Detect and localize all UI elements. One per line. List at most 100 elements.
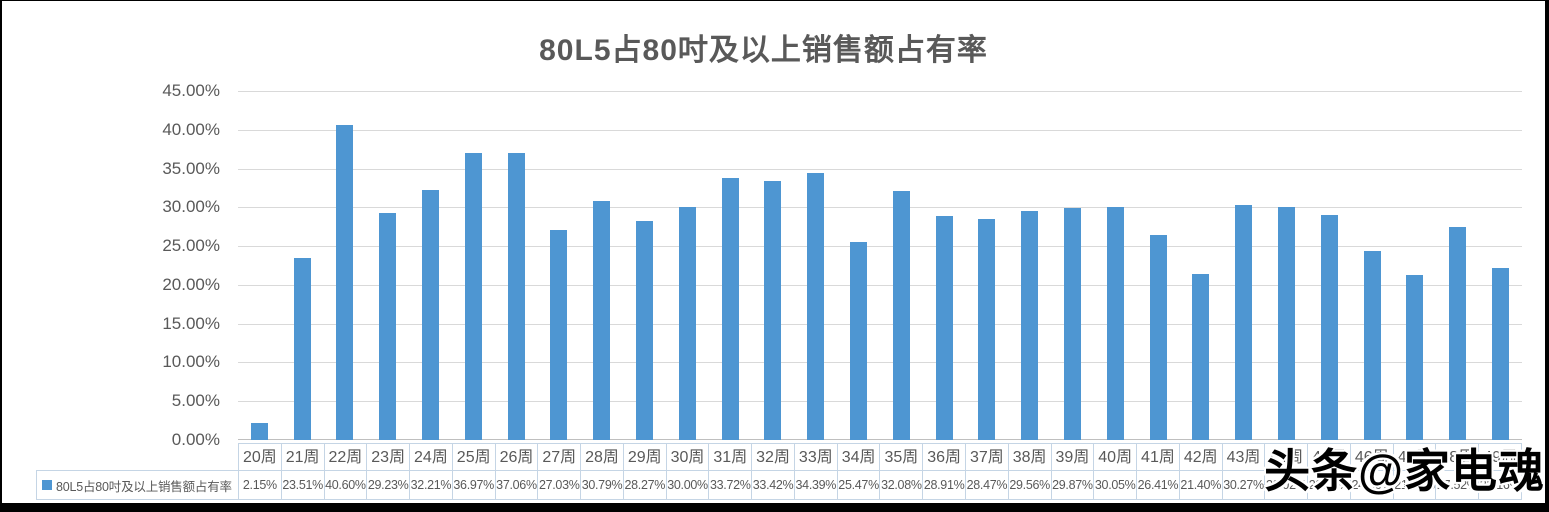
y-axis-tick-label: 10.00% — [162, 352, 220, 372]
value-cell: 37.06% — [494, 470, 538, 500]
bar-slot — [366, 91, 409, 440]
week-cell: 33周 — [793, 443, 837, 470]
week-cell: 31周 — [708, 443, 752, 470]
bar-slot — [1265, 91, 1308, 440]
bar-slot — [495, 91, 538, 440]
week-cell: 48周 — [1435, 443, 1479, 470]
value-cell: 30.02% — [1264, 470, 1308, 500]
bar-slot — [238, 91, 281, 440]
y-axis-tick-label: 0.00% — [171, 430, 220, 449]
y-axis-tick-label: 35.00% — [162, 158, 220, 178]
data-table: 20周 21周 22周 23周 24周 25周 26周 27周 28周 29周 30周 31周 32周 3… — [36, 443, 1522, 500]
bar-slot — [1436, 91, 1479, 440]
value-cell: 21.30% — [1392, 470, 1436, 500]
y-axis-tick-label: 25.00% — [162, 236, 220, 256]
bar — [935, 215, 953, 440]
gridline — [238, 168, 1522, 170]
bar — [1406, 274, 1424, 440]
gridline — [238, 207, 1522, 209]
bar-slot — [1008, 91, 1051, 440]
bar-slot — [1308, 91, 1351, 440]
bar-slot — [880, 91, 923, 440]
bar — [721, 178, 739, 440]
bar-slot — [1479, 91, 1522, 440]
value-cell: 24.36% — [1349, 470, 1393, 500]
value-cell: 32.21% — [409, 470, 452, 500]
gridline — [238, 323, 1522, 325]
y-axis-tick-label: 20.00% — [162, 274, 220, 294]
value-cell: 22.16% — [1478, 470, 1522, 500]
bar-slot — [623, 91, 666, 440]
bar — [1192, 274, 1210, 440]
value-cell: 32.08% — [879, 470, 923, 500]
bar — [1492, 268, 1509, 440]
bar — [250, 423, 268, 440]
legend-label: 80L5占80吋及以上销售额占有率 — [56, 479, 232, 494]
bar — [1064, 208, 1082, 440]
value-cell: 30.00% — [665, 470, 709, 500]
gridline — [238, 362, 1522, 364]
bar-slot — [923, 91, 966, 440]
chart-title: 80L5占80吋及以上销售额占有率 — [539, 34, 988, 67]
value-cell: 29.23% — [366, 470, 410, 500]
bar — [807, 173, 825, 440]
bar — [1235, 205, 1253, 440]
value-row: 80L5占80吋及以上销售额占有率 2.15% 23.51% 40.60% 29.23… — [36, 470, 1522, 500]
value-cell: 30.05% — [1093, 470, 1137, 500]
legend-cell: 80L5占80吋及以上销售额占有率 — [36, 470, 238, 500]
value-cell: 29.87% — [1050, 470, 1094, 500]
bar — [850, 242, 868, 440]
gridline — [238, 91, 1522, 92]
week-cell: 42周 — [1178, 443, 1222, 470]
week-cell: 25周 — [451, 443, 495, 470]
y-axis-labels: 45.00% 40.00% 35.00% 30.00% 25.00% 20.00% 15.0… — [2, 81, 228, 449]
bar-slot — [794, 91, 837, 440]
y-axis-tick-label: 45.00% — [162, 81, 220, 100]
value-cell: 30.79% — [580, 470, 623, 500]
bar — [293, 257, 311, 440]
week-cell: 29周 — [622, 443, 666, 470]
week-cell: 35周 — [879, 443, 923, 470]
value-cell: 26.41% — [1136, 470, 1179, 500]
bars — [238, 91, 1522, 440]
bar-slot — [709, 91, 752, 440]
bar-slot — [1394, 91, 1437, 440]
bar — [1449, 226, 1467, 440]
week-cell: 44周 — [1264, 443, 1308, 470]
legend-color-swatch-icon — [42, 480, 52, 490]
bar-slot — [1222, 91, 1265, 440]
value-cell: 27.52% — [1435, 470, 1479, 500]
week-cell: 24周 — [409, 443, 452, 470]
week-cell: 27周 — [537, 443, 581, 470]
gridline — [238, 401, 1522, 403]
bar-slot — [1180, 91, 1223, 440]
week-cell: 43周 — [1221, 443, 1265, 470]
bar — [550, 230, 568, 440]
y-axis-tick-label: 30.00% — [162, 197, 220, 217]
bar-slot — [1051, 91, 1094, 440]
bar-slot — [324, 91, 367, 440]
bar-slot — [452, 91, 495, 440]
bar — [464, 153, 482, 440]
value-cell: 29.04% — [1307, 470, 1350, 500]
y-axis-tick-label: 5.00% — [171, 391, 220, 411]
value-cell: 25.47% — [836, 470, 880, 500]
value-cell: 40.60% — [323, 470, 367, 500]
value-cell: 33.42% — [751, 470, 794, 500]
bar-slot — [281, 91, 324, 440]
week-cell: 22周 — [323, 443, 367, 470]
bar — [764, 180, 782, 440]
bar-slot — [1094, 91, 1137, 440]
bar — [422, 190, 440, 440]
bar-slot — [966, 91, 1009, 440]
bar-slot — [1137, 91, 1180, 440]
value-cell: 28.27% — [622, 470, 666, 500]
bar-slot — [1351, 91, 1394, 440]
bar-slot — [538, 91, 581, 440]
week-cell: 28周 — [580, 443, 623, 470]
value-cell: 23.51% — [280, 470, 324, 500]
week-cell: 41周 — [1136, 443, 1179, 470]
bar-slot — [837, 91, 880, 440]
value-cell: 33.72% — [708, 470, 752, 500]
